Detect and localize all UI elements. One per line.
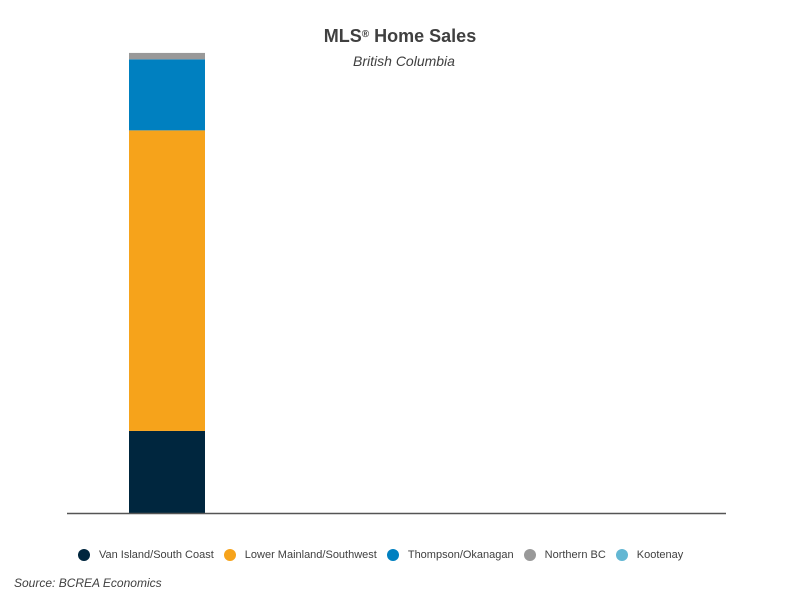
legend-label: Thompson/Okanagan xyxy=(407,549,514,561)
registered-mark: ® xyxy=(361,29,370,40)
chart-subtitle: British Columbia xyxy=(353,53,455,69)
legend-label: Northern BC xyxy=(544,549,606,561)
legend-swatch-icon xyxy=(223,549,236,561)
chart-title: MLS® Home Sales xyxy=(0,26,800,47)
bar-segment-lower-mainland-southwest xyxy=(129,130,205,431)
legend-item: Thompson/Okanagan xyxy=(386,549,514,561)
legend-label: Kootenay xyxy=(636,549,684,561)
chart-legend: Van Island/South Coast Lower Mainland/Sou… xyxy=(78,549,693,561)
legend-item: Van Island/South Coast xyxy=(78,549,214,561)
legend-item: Northern BC xyxy=(523,549,606,561)
bar-segment-van-island-south-coast xyxy=(129,430,205,513)
legend-swatch-icon xyxy=(615,549,628,561)
legend-label: Lower Mainland/Southwest xyxy=(244,549,377,561)
legend-item: Kootenay xyxy=(615,549,684,561)
source-note: Source: BCREA Economics xyxy=(14,576,162,590)
bar-segment-northern-bc xyxy=(129,52,205,60)
legend-swatch-icon xyxy=(523,549,536,561)
legend-label: Van Island/South Coast xyxy=(99,549,214,561)
chart-title-rest: Home Sales xyxy=(369,26,477,46)
bar-group xyxy=(129,52,205,513)
bar-segment-thompson-okanagan xyxy=(129,59,205,131)
legend-item: Lower Mainland/Southwest xyxy=(223,549,377,561)
legend-swatch-icon xyxy=(78,549,90,561)
chart-title-main: MLS xyxy=(323,26,362,46)
legend-swatch-icon xyxy=(386,549,399,561)
